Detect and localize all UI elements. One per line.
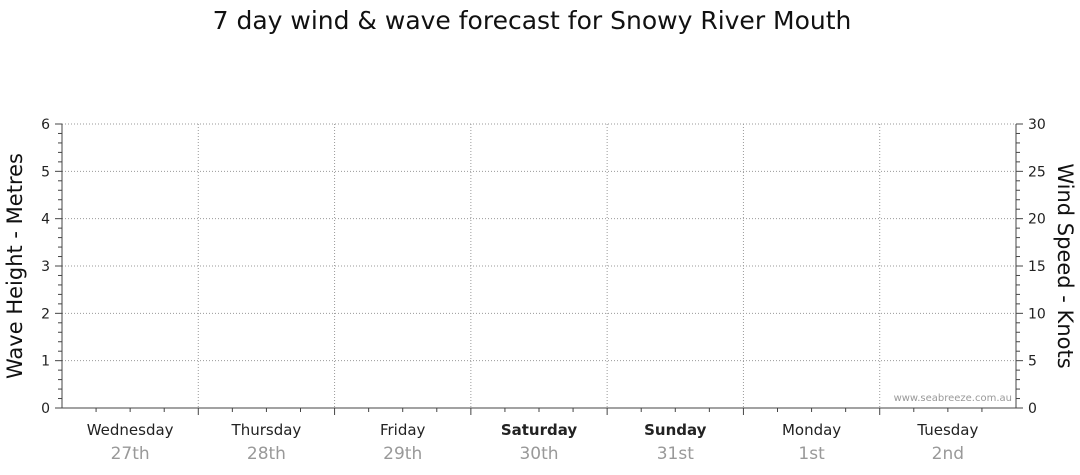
day-name-label: Tuesday <box>916 421 978 439</box>
left-axis-title: Wave Height - Metres <box>3 153 27 379</box>
day-date-label: 30th <box>519 444 558 464</box>
right-tick-label: 25 <box>1028 164 1046 180</box>
left-tick-label: 4 <box>41 212 50 228</box>
right-tick-label: 10 <box>1028 306 1046 322</box>
grid-lines <box>62 123 1016 408</box>
right-tick-label: 30 <box>1028 117 1046 133</box>
left-tick-label: 3 <box>41 259 50 275</box>
axis-ticks <box>55 123 1023 415</box>
right-tick-label: 5 <box>1028 354 1037 370</box>
day-name-label: Sunday <box>644 421 707 439</box>
day-date-label: 27th <box>111 444 150 464</box>
right-tick-label: 20 <box>1028 212 1046 228</box>
day-labels: Wednesday 27th Thursday 28th Friday 29th Satur… <box>87 421 979 464</box>
right-tick-label: 0 <box>1028 401 1037 417</box>
left-axis-tick-labels: 0 1 2 3 4 5 6 <box>41 117 50 417</box>
day-name-label: Thursday <box>231 421 302 439</box>
left-tick-label: 6 <box>41 117 50 133</box>
day-date-label: 1st <box>798 444 825 464</box>
right-axis-title: Wind Speed - Knots <box>1053 163 1077 368</box>
right-tick-label: 15 <box>1028 259 1046 275</box>
chart-title: 7 day wind & wave forecast for Snowy Riv… <box>213 6 852 35</box>
left-tick-label: 1 <box>41 354 50 370</box>
day-date-label: 28th <box>247 444 286 464</box>
day-name-label: Friday <box>380 421 426 439</box>
left-tick-label: 2 <box>41 306 50 322</box>
left-tick-label: 0 <box>41 401 50 417</box>
day-date-label: 29th <box>383 444 422 464</box>
watermark: www.seabreeze.com.au <box>894 393 1012 404</box>
day-date-label: 31st <box>657 444 694 464</box>
day-name-label: Saturday <box>501 421 578 439</box>
right-axis-tick-labels: 0 5 10 15 20 25 30 <box>1028 117 1046 417</box>
day-name-label: Monday <box>782 421 841 439</box>
day-name-label: Wednesday <box>87 421 174 439</box>
day-date-label: 2nd <box>932 444 964 464</box>
left-tick-label: 5 <box>41 164 50 180</box>
